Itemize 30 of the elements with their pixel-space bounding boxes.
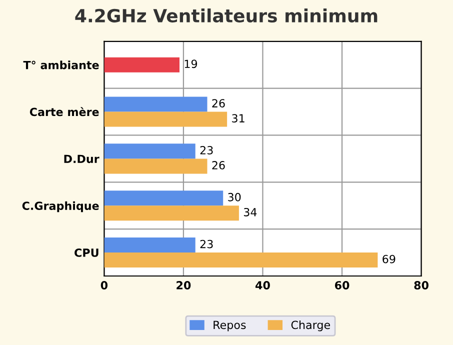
legend-label: Repos [214, 320, 246, 332]
y-tick-label: C.Graphique [22, 201, 99, 212]
x-tick-label: 60 [334, 281, 350, 290]
data-label: 26 [212, 161, 225, 170]
data-label: 26 [212, 99, 225, 108]
data-label: 31 [232, 114, 244, 123]
x-tick-label: 0 [100, 281, 108, 290]
data-label: 23 [200, 146, 213, 154]
data-label: 23 [200, 240, 213, 248]
bar [104, 238, 196, 253]
chart-title: 4.2GHz Ventilateurs minimum [75, 8, 378, 22]
bar [104, 112, 228, 127]
bar [104, 96, 208, 112]
x-tick-label: 80 [414, 281, 428, 290]
data-label: 69 [382, 254, 396, 264]
bar [104, 144, 196, 159]
y-tick-label: Carte mère [30, 107, 99, 116]
data-label: 34 [244, 208, 257, 216]
y-tick-label: T° ambiante [23, 60, 99, 70]
x-tick-label: 20 [176, 281, 191, 290]
bar [104, 206, 239, 221]
bar [104, 190, 224, 206]
data-label: 30 [228, 192, 241, 202]
legend-label: Charge [291, 320, 330, 332]
bar [104, 158, 208, 174]
y-tick-label: CPU [74, 248, 98, 257]
bar [104, 252, 378, 268]
y-tick-label: D.Dur [64, 154, 100, 164]
x-tick-label: 40 [256, 281, 270, 290]
data-label: 19 [184, 60, 198, 68]
